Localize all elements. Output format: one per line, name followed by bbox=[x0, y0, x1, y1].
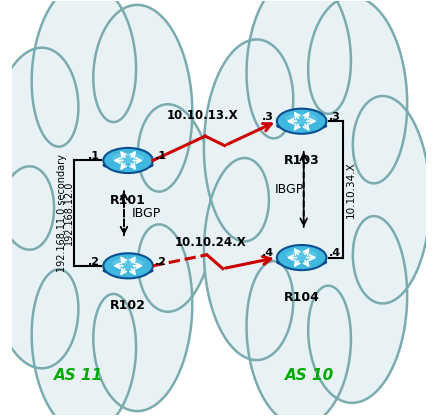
Text: 10.10.24.X: 10.10.24.X bbox=[175, 236, 247, 249]
Text: .2: .2 bbox=[88, 257, 100, 267]
Text: 192.168.11.0 secondary: 192.168.11.0 secondary bbox=[57, 154, 67, 272]
Text: R104: R104 bbox=[284, 291, 320, 304]
Ellipse shape bbox=[103, 253, 153, 278]
Polygon shape bbox=[204, 0, 430, 416]
Text: .3: .3 bbox=[328, 112, 340, 122]
Text: 10.10.34.X: 10.10.34.X bbox=[346, 161, 355, 218]
Ellipse shape bbox=[277, 258, 326, 266]
Text: AS 10: AS 10 bbox=[285, 368, 335, 383]
Ellipse shape bbox=[103, 161, 153, 169]
Text: R102: R102 bbox=[110, 299, 146, 312]
Text: .3: .3 bbox=[261, 112, 274, 122]
Text: 192.168.12.0: 192.168.12.0 bbox=[64, 181, 74, 245]
Text: IBGP: IBGP bbox=[132, 207, 162, 220]
Text: .1: .1 bbox=[88, 151, 100, 161]
Text: R101: R101 bbox=[110, 194, 146, 207]
Ellipse shape bbox=[103, 148, 153, 173]
Ellipse shape bbox=[286, 250, 318, 261]
Ellipse shape bbox=[112, 258, 144, 269]
Text: .1: .1 bbox=[155, 151, 167, 161]
Text: .4: .4 bbox=[328, 248, 341, 258]
Ellipse shape bbox=[277, 109, 326, 134]
Text: R103: R103 bbox=[284, 154, 319, 168]
Text: .4: .4 bbox=[261, 248, 274, 258]
Ellipse shape bbox=[103, 267, 153, 275]
Text: .2: .2 bbox=[155, 257, 167, 267]
Text: AS 11: AS 11 bbox=[54, 368, 103, 383]
Ellipse shape bbox=[286, 114, 318, 124]
Text: IBGP: IBGP bbox=[275, 183, 304, 196]
Ellipse shape bbox=[112, 153, 144, 163]
Ellipse shape bbox=[277, 245, 326, 270]
Text: 10.10.13.X: 10.10.13.X bbox=[166, 109, 238, 122]
Polygon shape bbox=[0, 0, 215, 416]
Ellipse shape bbox=[277, 122, 326, 130]
